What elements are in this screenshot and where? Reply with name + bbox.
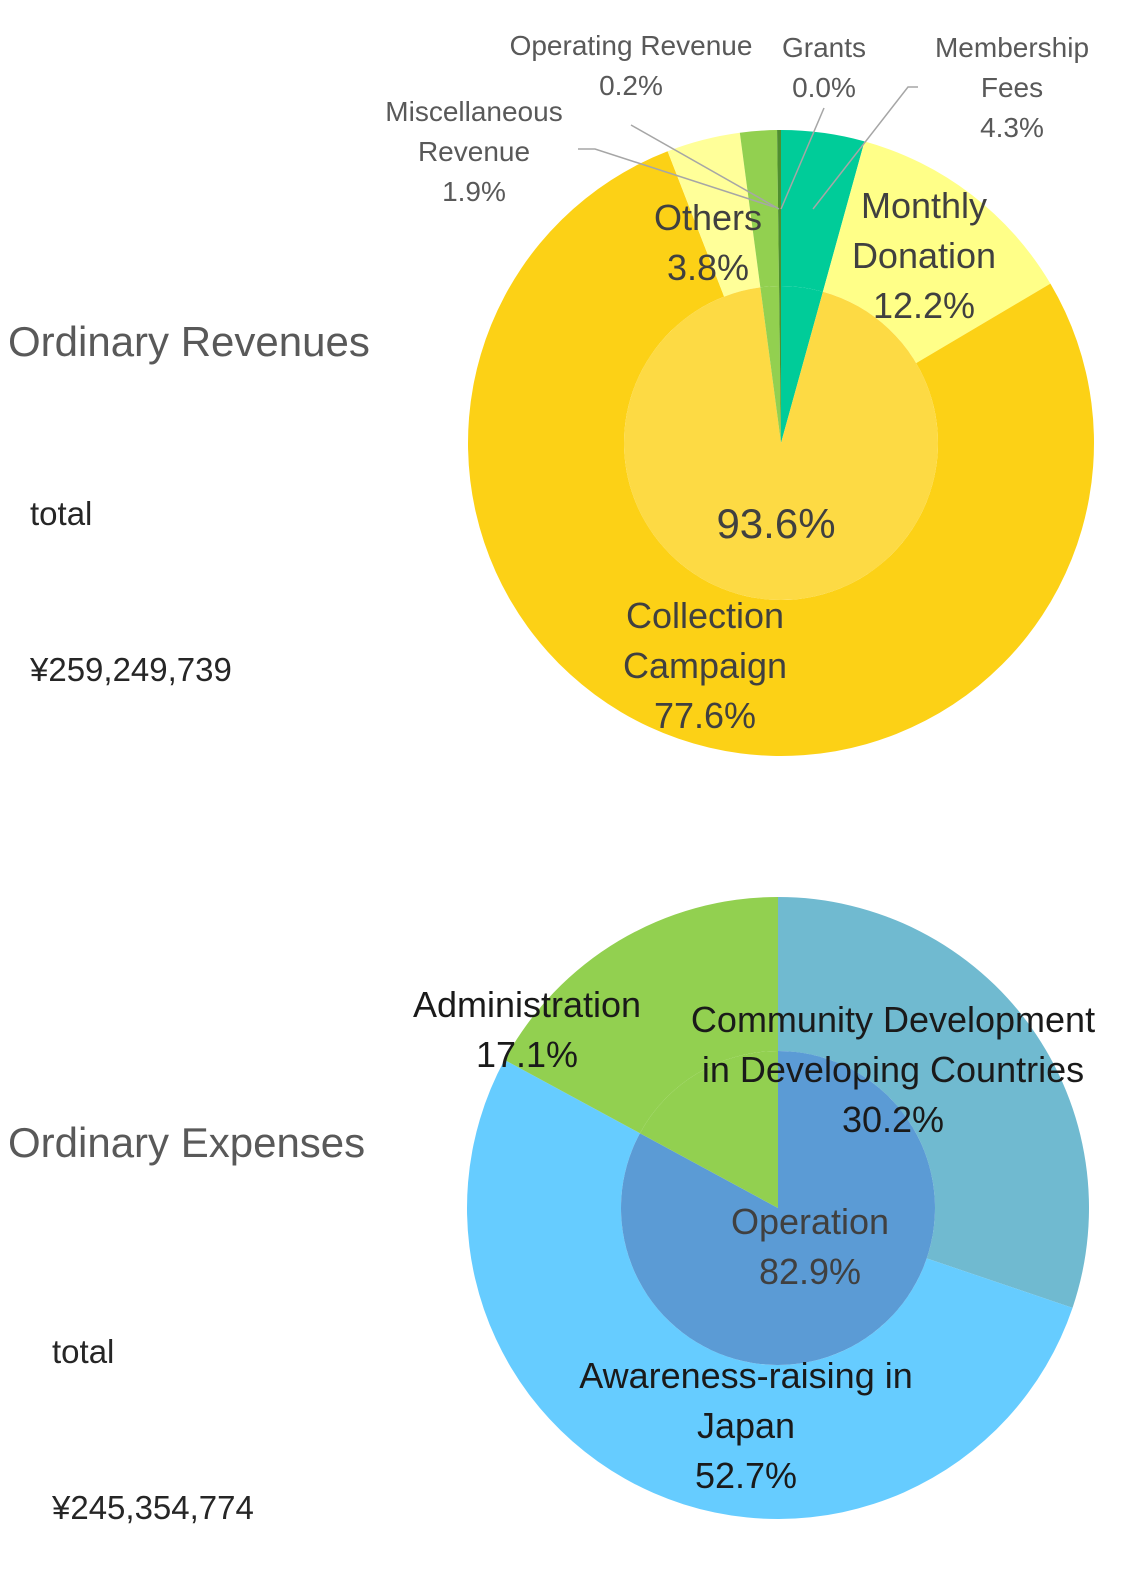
expenses-label-administration: Administration 17.1%: [413, 984, 641, 1075]
revenues-outer-slice-4: [739, 130, 780, 288]
revenues-leader-membership-fees: [812, 86, 918, 210]
expenses-label-awareness-raising: Awareness-raising in Japan 52.7%: [579, 1355, 913, 1496]
revenues-inner-slice-0: [781, 286, 823, 443]
expenses-outer-slice-0: [778, 897, 1089, 1308]
revenues-total-label: total: [30, 495, 93, 532]
revenues-outer-slice-3: [667, 132, 761, 297]
revenues-inner-slice-2: [760, 286, 781, 443]
revenues-chart: Monthly Donation 12.2% Collection Campaign 77…: [385, 30, 1095, 757]
revenues-label-others: Others 3.8%: [654, 197, 762, 288]
expenses-outer-slice-1: [467, 1059, 1073, 1519]
revenues-label-grants: Grants 0.0%: [782, 32, 866, 103]
revenues-outer-slice-2: [468, 151, 1095, 757]
expenses-chart: Community Development in Developing Count…: [413, 897, 1095, 1519]
revenues-label-collection-campaign: Collection Campaign 77.6%: [623, 595, 787, 736]
revenues-outer-slice-5: [777, 130, 781, 287]
expenses-label-operation: Operation 82.9%: [731, 1201, 889, 1292]
expenses-heading: Ordinary Expenses: [8, 1119, 366, 1166]
revenues-label-membership-fees: Membership Fees 4.3%: [935, 32, 1089, 143]
expenses-inner-slice-0: [620, 1051, 935, 1365]
expenses-total-value: ¥245,354,774: [52, 1489, 254, 1526]
revenues-leader-grants: [780, 107, 825, 210]
revenues-inner-slice-3: [779, 286, 781, 443]
revenues-label-inner-main: 93.6%: [716, 500, 835, 547]
revenues-label-monthly-donation: Monthly Donation 12.2%: [852, 185, 996, 326]
expenses-label-community-development: Community Development in Developing Count…: [691, 999, 1095, 1140]
revenues-leader-misc-revenue: [578, 148, 775, 208]
revenues-outer-slice-1: [822, 141, 1051, 364]
expenses-total-label: total: [52, 1333, 115, 1370]
revenues-leader-operating-revenue: [630, 124, 780, 210]
revenues-inner-slice-1: [624, 287, 939, 600]
revenues-label-misc-revenue: Miscellaneous Revenue 1.9%: [385, 96, 562, 207]
expenses-inner-slice-1: [639, 1051, 778, 1208]
expenses-outer-slice-2: [504, 897, 778, 1134]
revenues-label-operating-revenue: Operating Revenue 0.2%: [510, 30, 753, 101]
expenses-total: total ¥245,354,774: [52, 1222, 254, 1586]
revenues-total-value: ¥259,249,739: [30, 651, 232, 688]
revenues-heading: Ordinary Revenues: [8, 318, 370, 365]
revenues-total: total ¥259,249,739: [30, 384, 232, 748]
